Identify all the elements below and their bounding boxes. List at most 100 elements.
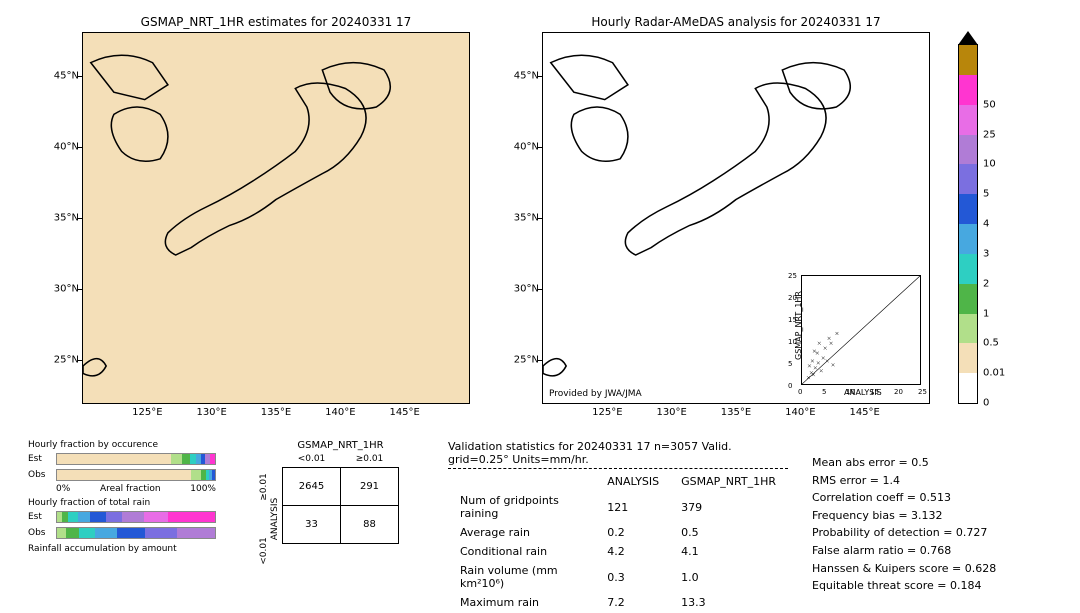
inset-ytick: 15: [788, 316, 797, 324]
row-est-rain: Est: [28, 510, 238, 524]
bar-est-occ: [56, 453, 216, 465]
xtick-label: 140°E: [325, 403, 355, 418]
inset-xtick: 0: [798, 388, 802, 396]
bar-segment: [79, 528, 95, 538]
scatter-inset: GSMAP_NRT_1HR ANALYSIS 00551010151520202…: [801, 275, 921, 385]
colorbar-segment: [959, 194, 977, 224]
stats-table: Validation statistics for 20240331 17 n=…: [448, 440, 788, 613]
label-obs-2: Obs: [28, 528, 56, 538]
stats-cell: 1.0: [671, 562, 786, 592]
bar-segment: [144, 512, 168, 522]
bar-segment: [177, 528, 215, 538]
bar-segment: [57, 528, 66, 538]
score-line: Probability of detection = 0.727: [812, 524, 996, 542]
cont-col-header: GSMAP_NRT_1HR: [282, 440, 399, 451]
bar-obs-occ: [56, 469, 216, 481]
stats-cell: 7.2: [597, 594, 669, 611]
map-panel-left: GSMAP_NRT_1HR estimates for 20240331 17 …: [82, 32, 470, 404]
bar-segment: [57, 454, 171, 464]
score-line: RMS error = 1.4: [812, 472, 996, 490]
inset-ytick: 25: [788, 272, 797, 280]
label-est: Est: [28, 454, 56, 464]
stats-cell: Num of gridpoints raining: [450, 492, 595, 522]
xtick-label: 130°E: [656, 403, 686, 418]
occ-title: Hourly fraction by occurence: [28, 440, 238, 450]
xtick-label: 125°E: [132, 403, 162, 418]
score-line: Frequency bias = 3.132: [812, 507, 996, 525]
bar-est-rain: [56, 511, 216, 523]
colorbar-triangle-top: [958, 31, 978, 45]
bar-segment: [212, 470, 215, 480]
score-line: False alarm ratio = 0.768: [812, 542, 996, 560]
colorbar-segment: [959, 314, 977, 344]
stats-cell: 4.2: [597, 543, 669, 560]
colorbar-label: 2: [983, 278, 989, 289]
cont-row2: <0.01: [259, 537, 269, 565]
cont-col1: <0.01: [283, 451, 341, 467]
stats-cell: 0.2: [597, 524, 669, 541]
xtick-label: 140°E: [785, 403, 815, 418]
inset-xtick: 5: [822, 388, 826, 396]
bar-obs-rain: [56, 527, 216, 539]
colorbar-label: 0: [983, 398, 989, 409]
colorbar-label: 10: [983, 159, 996, 170]
colorbar-segment: [959, 373, 977, 403]
map-panel-right: Hourly Radar-AMeDAS analysis for 2024033…: [542, 32, 930, 404]
colorbar-segment: [959, 284, 977, 314]
bar-segment: [191, 470, 200, 480]
inset-ytick: 0: [788, 382, 792, 390]
stats-cell: 121: [597, 492, 669, 522]
stats-col-header: [450, 473, 595, 490]
bars-panel: Hourly fraction by occurence Est Obs 0% …: [28, 440, 238, 556]
bar-segment: [171, 454, 182, 464]
colorbar-label: 1: [983, 308, 989, 319]
colorbar-label: 50: [983, 99, 996, 110]
score-line: Mean abs error = 0.5: [812, 454, 996, 472]
row-obs-rain: Obs: [28, 526, 238, 540]
colorbar-label: 5: [983, 189, 989, 200]
score-line: Equitable threat score = 0.184: [812, 577, 996, 595]
cont-c11: 88: [341, 505, 399, 543]
colorbar-segment: [959, 343, 977, 373]
inset-xtick: 10: [846, 388, 855, 396]
contingency-table: GSMAP_NRT_1HR <0.01 ≥0.01 2645 291 33 88…: [264, 440, 399, 544]
xtick-label: 125°E: [592, 403, 622, 418]
xtick-label: 135°E: [721, 403, 751, 418]
stats-cell: 4.1: [671, 543, 786, 560]
stats-cell: Rain volume (mm km²10⁶): [450, 562, 595, 592]
stats-cell: Maximum rain: [450, 594, 595, 611]
stats-cell: Conditional rain: [450, 543, 595, 560]
axis-areal: Areal fraction: [100, 484, 161, 494]
bar-segment: [66, 528, 79, 538]
colorbar-label: 4: [983, 219, 989, 230]
label-obs: Obs: [28, 470, 56, 480]
bar-segment: [106, 512, 122, 522]
coastlines-left: [83, 33, 469, 403]
bar-segment: [95, 528, 117, 538]
rain-title: Hourly fraction of total rain: [28, 498, 238, 508]
row-est-occ: Est: [28, 452, 238, 466]
stats-cell: 13.3: [671, 594, 786, 611]
xtick-label: 130°E: [196, 403, 226, 418]
bar-segment: [78, 512, 91, 522]
scatter-svg: [802, 276, 920, 384]
colorbar-label: 25: [983, 129, 996, 140]
stats-title: Validation statistics for 20240331 17 n=…: [448, 440, 788, 466]
xtick-label: 135°E: [261, 403, 291, 418]
bar-segment: [90, 512, 106, 522]
cont-c01: 291: [341, 467, 399, 505]
cont-row1: ≥0.01: [259, 473, 269, 501]
cont-c10: 33: [283, 505, 341, 543]
bar-segment: [57, 470, 191, 480]
score-line: Hanssen & Kuipers score = 0.628: [812, 560, 996, 578]
axis-0pct: 0%: [56, 484, 70, 494]
stats-col-header: ANALYSIS: [597, 473, 669, 490]
bar-segment: [182, 454, 190, 464]
colorbar-label: 0.01: [983, 368, 1005, 379]
colorbar-segment: [959, 164, 977, 194]
xtick-label: 145°E: [849, 403, 879, 418]
colorbar-label: 0.5: [983, 338, 999, 349]
stats-cell: Average rain: [450, 524, 595, 541]
colorbar-segment: [959, 45, 977, 75]
stats-cell: 379: [671, 492, 786, 522]
